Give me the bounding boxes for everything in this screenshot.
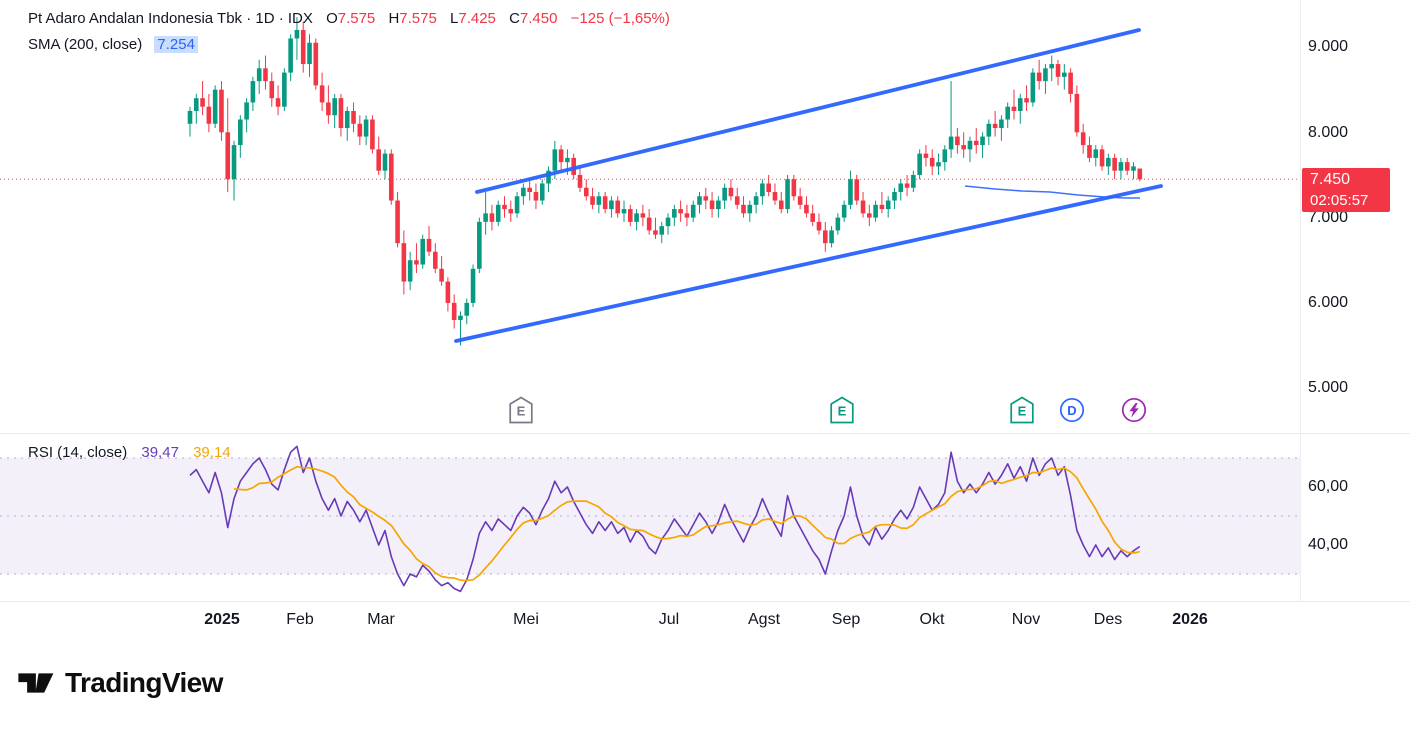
open-label: O: [326, 10, 338, 27]
close-value: 7.450: [519, 10, 558, 27]
price-axis-label: 6.000: [1308, 294, 1349, 311]
price-change: −125 (−1,65%): [570, 10, 670, 27]
svg-text:E: E: [1018, 404, 1027, 419]
earnings-marker-icon[interactable]: E: [830, 396, 854, 429]
rsi-label: RSI (14, close): [28, 444, 128, 461]
dividend-marker-icon[interactable]: D: [1059, 396, 1085, 429]
brand-name: TradingView: [65, 667, 223, 698]
time-axis-label: Sep: [831, 611, 861, 628]
low-value: 7.425: [458, 10, 496, 27]
low-label: L: [450, 10, 459, 27]
rsi-axis-label: 60,00: [1308, 478, 1349, 495]
price-axis-label: 9.000: [1308, 38, 1349, 55]
tradingview-logo[interactable]: TradingView: [14, 662, 223, 704]
time-axis-label: Feb: [286, 611, 314, 628]
ohlc-open: O7.575: [326, 10, 375, 27]
symbol-title[interactable]: Pt Adaro Andalan Indonesia Tbk · 1D · ID…: [28, 10, 313, 27]
sma-legend[interactable]: SMA (200, close) 7.254: [28, 36, 198, 53]
earnings-marker-icon[interactable]: E: [1010, 396, 1034, 429]
time-axis-label: Mei: [513, 611, 539, 628]
time-axis-label: Jul: [658, 611, 680, 628]
ohlc-low: L7.425: [450, 10, 496, 27]
time-axis-label: Des: [1093, 611, 1123, 628]
open-value: 7.575: [337, 10, 376, 27]
sma-value: 7.254: [154, 36, 198, 53]
last-price-badge: 7.450 02:05:57: [1302, 168, 1390, 212]
tradingview-glyph: [18, 673, 54, 693]
sma-label: SMA (200, close): [28, 36, 143, 53]
ohlc-high: H7.575: [388, 10, 436, 27]
svg-text:E: E: [838, 404, 847, 419]
time-axis-label: Nov: [1011, 611, 1041, 628]
ohlc-close: C7.450: [509, 10, 557, 27]
earnings-marker-icon[interactable]: E: [509, 396, 533, 429]
time-axis-label: Mar: [367, 611, 395, 628]
svg-text:E: E: [517, 404, 526, 419]
symbol-legend: Pt Adaro Andalan Indonesia Tbk · 1D · ID…: [28, 10, 670, 27]
price-axis-label: 7.000: [1308, 209, 1349, 226]
high-label: H: [388, 10, 400, 27]
svg-text:D: D: [1067, 403, 1076, 418]
price-axis-label: 5.000: [1308, 379, 1349, 396]
price-axis-label: 8.000: [1308, 124, 1349, 141]
rsi-value: 39,47: [141, 444, 179, 461]
time-axis-label: 2026: [1172, 611, 1208, 628]
flash-marker-icon[interactable]: [1121, 396, 1147, 429]
time-axis-label: 2025: [204, 611, 240, 628]
rsi-axis-label: 40,00: [1308, 536, 1349, 553]
rsi-legend[interactable]: RSI (14, close) 39,47 39,14: [28, 444, 231, 461]
bar-countdown: 02:05:57: [1310, 192, 1369, 209]
time-axis-label: Okt: [919, 611, 945, 628]
time-axis-label: Agst: [747, 611, 781, 628]
rsi-ma-value: 39,14: [193, 444, 231, 461]
close-label: C: [509, 10, 520, 27]
high-value: 7.575: [399, 10, 437, 27]
last-price: 7.450: [1310, 171, 1351, 188]
